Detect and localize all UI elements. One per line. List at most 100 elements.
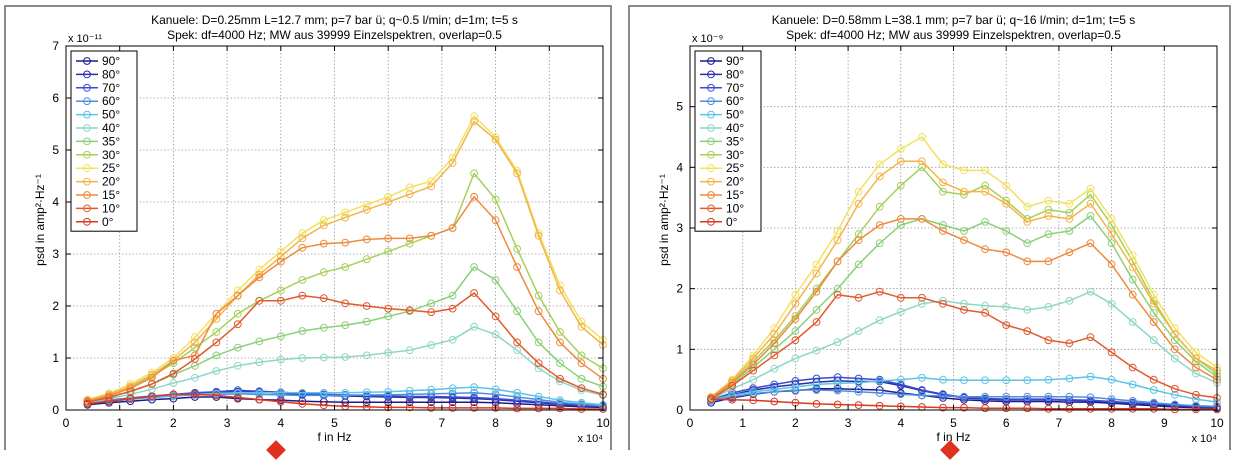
data-point	[791, 290, 800, 299]
x-exponent-label: x 10⁴	[577, 433, 603, 445]
data-point	[1149, 336, 1158, 345]
legend-swatch-marker	[707, 191, 715, 199]
data-point	[939, 160, 947, 169]
data-point	[981, 404, 990, 413]
legend-label: 50°	[102, 108, 120, 122]
data-point	[1044, 375, 1053, 384]
y-tick-label: 4	[676, 160, 683, 174]
data-point	[276, 286, 285, 295]
legend-label: 50°	[726, 108, 744, 122]
data-point	[1086, 393, 1095, 402]
data-point	[362, 205, 371, 214]
data-point	[556, 396, 564, 405]
data-point	[191, 373, 199, 382]
data-point	[1086, 199, 1095, 208]
data-point	[362, 388, 371, 397]
data-point	[918, 391, 926, 400]
legend-swatch-marker	[707, 177, 715, 186]
data-point	[384, 348, 393, 357]
data-point	[1065, 227, 1074, 235]
data-point	[749, 375, 758, 384]
data-point	[362, 200, 371, 209]
data-point	[448, 384, 457, 393]
data-point	[1149, 299, 1158, 308]
data-point	[1023, 306, 1032, 314]
data-point	[341, 299, 350, 308]
data-point	[854, 187, 863, 196]
data-point	[791, 315, 800, 323]
data-point	[491, 312, 500, 321]
data-point	[939, 375, 947, 384]
data-point	[1170, 390, 1179, 399]
legend-label: 15°	[726, 188, 744, 202]
legend-label: 25°	[102, 161, 120, 175]
legend-swatch-marker	[707, 57, 715, 65]
data-point	[791, 336, 800, 345]
legend-swatch-marker	[707, 137, 715, 146]
y-axis-label: psd in amp²·Hz⁻¹	[33, 174, 47, 266]
data-point	[960, 166, 968, 175]
data-point	[1128, 380, 1137, 389]
data-point	[405, 346, 414, 355]
series-line-12	[711, 398, 1217, 411]
data-point	[854, 260, 863, 269]
data-point	[1065, 248, 1074, 257]
data-point	[1170, 384, 1179, 393]
data-point	[1023, 202, 1032, 211]
data-point	[833, 386, 842, 395]
legend-swatch-marker	[83, 217, 91, 226]
data-point	[1107, 239, 1116, 248]
data-point	[812, 260, 821, 269]
data-point	[812, 380, 821, 389]
y-tick-label: 2	[52, 299, 59, 313]
y-tick-label: 1	[676, 342, 683, 356]
data-point	[854, 327, 863, 336]
series-line-4	[710, 375, 1218, 403]
data-point	[1086, 287, 1095, 296]
data-point	[812, 400, 821, 408]
data-point	[812, 287, 821, 296]
data-point	[833, 236, 842, 245]
data-point	[812, 306, 821, 314]
data-point	[1128, 275, 1137, 284]
data-point	[233, 309, 242, 318]
data-point	[126, 394, 135, 403]
data-point	[1086, 239, 1095, 248]
data-point	[939, 227, 947, 235]
legend-label: 20°	[102, 175, 120, 189]
data-point	[362, 391, 371, 399]
y-tick-label: 5	[52, 143, 59, 157]
data-point	[491, 390, 500, 399]
data-point	[384, 234, 393, 243]
data-point	[405, 386, 414, 395]
data-point	[875, 221, 884, 229]
data-point	[1128, 290, 1137, 299]
data-point	[319, 294, 328, 303]
chart-panel-right: Kanuele: D=0.58mm L=38.1 mm; p=7 bar ü; …	[621, 0, 1242, 460]
psd-chart-left: Kanuele: D=0.25mm L=12.7 mm; p=7 bar ü; …	[4, 5, 612, 450]
data-point	[298, 388, 307, 397]
data-point	[812, 346, 821, 355]
series-line-10	[87, 196, 604, 402]
data-point	[556, 359, 564, 368]
data-point	[1107, 260, 1116, 269]
data-point	[1192, 405, 1200, 414]
data-point	[791, 354, 800, 363]
data-point	[319, 391, 328, 400]
data-point	[384, 192, 393, 201]
data-point	[233, 393, 242, 402]
x-tick-label: 4	[897, 416, 904, 430]
data-point	[1086, 372, 1095, 381]
data-point	[362, 235, 371, 244]
series-line-12	[87, 393, 603, 410]
data-point	[875, 287, 884, 296]
data-point	[577, 398, 586, 407]
data-point	[1170, 330, 1179, 339]
legend-label: 90°	[102, 54, 120, 68]
legend-label: 25°	[726, 161, 744, 175]
data-point	[791, 299, 800, 308]
data-point	[341, 263, 350, 271]
data-point	[1192, 390, 1200, 399]
data-point	[276, 296, 285, 305]
data-point	[534, 359, 543, 368]
